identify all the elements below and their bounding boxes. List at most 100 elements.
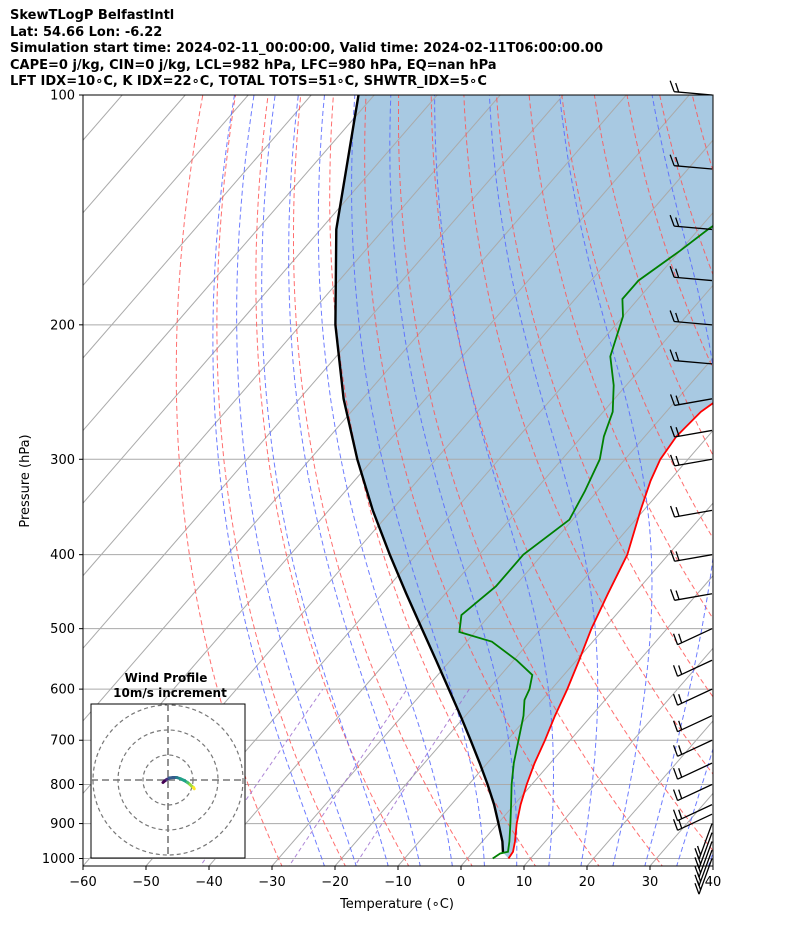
plot-contents — [83, 95, 794, 875]
wind-barb — [669, 310, 713, 326]
hodograph-segment — [192, 786, 196, 791]
x-tick-label: −10 — [384, 875, 411, 890]
moist-adiabat — [351, 95, 485, 866]
wind-barb-flag — [675, 455, 680, 466]
wind-barb — [669, 80, 713, 96]
isotherm-line — [83, 95, 627, 722]
simulation-times: Simulation start time: 2024-02-11_00:00:… — [10, 41, 603, 57]
wind-barb-flag — [669, 310, 675, 322]
x-tick-label: −20 — [321, 875, 348, 890]
wind-barb-staff — [698, 858, 713, 895]
wind-barb — [672, 783, 713, 802]
wind-barb-staff — [674, 91, 713, 96]
isotherm-line — [83, 95, 564, 650]
dry-adiabat — [725, 95, 794, 875]
mixing-ratio-line — [354, 688, 470, 866]
y-tick-label: 700 — [50, 734, 75, 749]
dry-adiabat — [790, 95, 794, 875]
inset-title: Wind Profile — [125, 671, 208, 685]
wind-barb-flag — [672, 665, 679, 677]
y-axis-label: Pressure (hPa) — [18, 434, 33, 527]
dry-adiabat — [255, 95, 410, 866]
wind-barb-flag — [675, 395, 680, 405]
wind-barb-flag — [672, 745, 679, 757]
wind-barb — [669, 154, 713, 170]
cape-shading — [335, 95, 713, 859]
isotherm-line — [271, 357, 713, 866]
x-axis: −60 −50 −40 −30 −20 −10 0 10 20 30 40 — [69, 866, 721, 890]
dry-adiabat-lines — [175, 95, 794, 875]
wind-barb-flag — [678, 789, 683, 799]
mixing-ratio-line — [288, 688, 408, 866]
wind-barb-flag — [678, 745, 683, 755]
wind-barb-staff — [677, 762, 713, 780]
cape-shaded-area — [335, 95, 713, 859]
wind-barb-flag — [694, 874, 700, 887]
wind-barb-flag — [678, 720, 683, 730]
wind-barb-flag — [675, 217, 680, 227]
wind-barb-staff — [674, 554, 713, 562]
wind-barb-flag — [678, 768, 683, 778]
wind-barb-staff — [674, 276, 713, 282]
isotherm-line — [83, 95, 312, 359]
isotherm-line — [460, 574, 713, 866]
wind-barb — [672, 804, 713, 822]
wind-barb-flag — [669, 80, 675, 92]
parcel-profile-line — [334, 95, 505, 853]
wind-barb-flag — [672, 720, 679, 732]
station-title: SkewTLogP BelfastIntl — [10, 8, 175, 23]
isotherm-lines — [83, 95, 794, 875]
wind-barb-flag — [669, 349, 675, 361]
y-tick-label: 1000 — [42, 852, 75, 867]
stability-indices-2: LFT IDX=10∘C, K IDX=22∘C, TOTAL TOTS=51∘… — [10, 74, 487, 90]
wind-barb-flag — [675, 312, 680, 323]
wind-barb — [669, 266, 713, 282]
wind-barb — [694, 823, 713, 860]
wind-barb-flag — [678, 665, 683, 675]
y-tick-label: 500 — [50, 622, 75, 637]
temperature-line — [507, 402, 713, 860]
x-tick-label: 30 — [642, 875, 659, 890]
isotherm-line — [397, 502, 713, 866]
wind-barb-flag — [672, 693, 679, 706]
wind-barb-staff — [677, 659, 713, 677]
wind-barb — [672, 628, 713, 646]
isotherm-line — [768, 95, 794, 875]
moist-adiabat-lines — [212, 95, 713, 866]
sounding-series — [334, 95, 713, 860]
x-axis-label: Temperature (∘C) — [339, 897, 454, 912]
dry-adiabat — [293, 95, 473, 866]
moist-adiabat — [644, 95, 713, 866]
wind-barb-flag — [669, 425, 676, 438]
dewpoint-line — [458, 224, 713, 860]
x-tick-label: 0 — [457, 875, 465, 890]
wind-barb-flag — [672, 767, 679, 780]
wind-barb — [669, 589, 713, 601]
wind-barbs — [669, 80, 713, 895]
hodograph-inset: Wind Profile 10m/s increment — [90, 671, 246, 859]
wind-barb-flag — [678, 819, 683, 829]
moist-adiabat — [389, 95, 518, 866]
wind-barb-flag — [672, 819, 679, 831]
x-tick-label: −50 — [132, 875, 159, 890]
wind-barb-staff — [674, 359, 713, 365]
wind-barb — [669, 349, 713, 365]
stability-indices-1: CAPE=0 j/kg, CIN=0 j/kg, LCL=982 hPa, LF… — [10, 57, 497, 73]
inset-subtitle: 10m/s increment — [113, 686, 227, 700]
wind-barb-flag — [675, 82, 680, 93]
isotherm-line — [83, 95, 375, 432]
wind-barb-staff — [674, 593, 713, 601]
wind-barb-flag — [669, 505, 676, 518]
isotherm-line — [712, 865, 713, 866]
wind-barb — [672, 688, 713, 706]
wind-barb-staff — [698, 849, 713, 887]
wind-barb — [669, 454, 713, 467]
wind-barb-flag — [675, 156, 680, 167]
x-tick-label: −40 — [195, 875, 222, 890]
wind-barb — [669, 550, 713, 562]
wind-barb-flag — [675, 506, 680, 517]
dry-adiabat — [528, 95, 713, 620]
wind-barb — [672, 813, 713, 831]
wind-barb-flag — [675, 351, 680, 362]
isotherm-line — [145, 212, 713, 866]
